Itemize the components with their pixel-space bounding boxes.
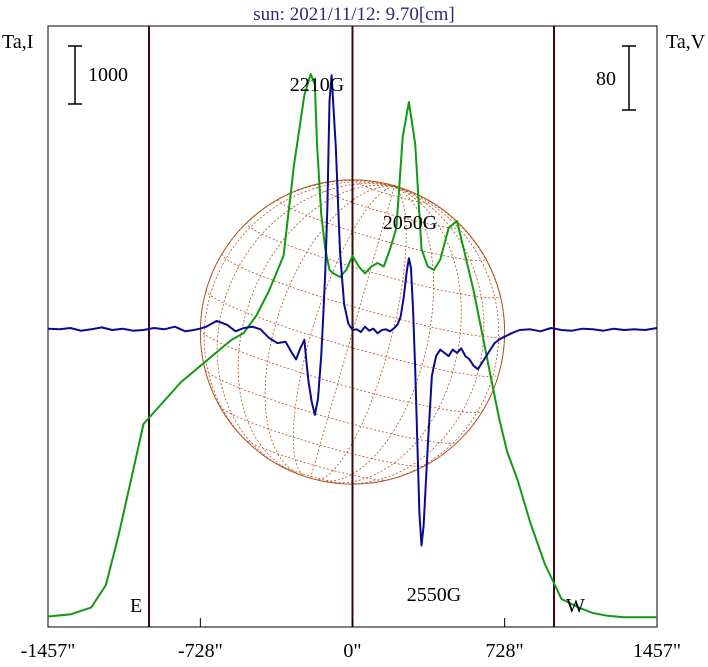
annotation-2050G: 2050G bbox=[383, 212, 437, 234]
x-tick-label: 0" bbox=[343, 640, 361, 662]
right-scale-bar-label: 80 bbox=[596, 68, 616, 90]
left-axis-label: Ta,I bbox=[2, 31, 33, 53]
disk-latitude-line bbox=[315, 183, 463, 229]
disk-longitude-line bbox=[314, 186, 407, 481]
disk-longitude-line bbox=[326, 186, 462, 484]
right-scale-bar: 80 bbox=[596, 45, 636, 111]
annotation-2210G: 2210G bbox=[290, 74, 344, 96]
chart-title: sun: 2021/11/12: 9.70[cm] bbox=[253, 4, 454, 25]
disk-latitude-line bbox=[204, 369, 458, 444]
left-scale-bar: 1000 bbox=[68, 45, 128, 105]
disk-longitude-line bbox=[337, 186, 485, 485]
left-scale-bar-label: 1000 bbox=[88, 64, 128, 86]
series-layer bbox=[47, 73, 658, 619]
disk-longitude-line bbox=[216, 183, 395, 469]
disk-latitude-line bbox=[200, 329, 483, 413]
series-line-polarization bbox=[47, 74, 658, 547]
annotation-2550G: 2550G bbox=[407, 584, 461, 606]
disk-longitude-line bbox=[310, 186, 395, 479]
disk-longitude-line bbox=[371, 186, 500, 484]
x-ticks: -1457" -728" 0" 728" 1457" bbox=[21, 618, 681, 662]
disk-longitude-line bbox=[237, 184, 395, 474]
limb-label-west: W bbox=[566, 595, 585, 617]
x-tick-label: 1457" bbox=[633, 640, 681, 662]
disk-latitude-line bbox=[246, 221, 501, 299]
series-line-intensity bbox=[47, 73, 657, 619]
disk-longitude-line bbox=[292, 186, 395, 478]
x-tick-label: -1457" bbox=[21, 640, 76, 662]
right-axis-label: Ta,V bbox=[666, 31, 706, 53]
vertical-reference-lines bbox=[148, 26, 555, 627]
x-tick-label: 728" bbox=[486, 640, 524, 662]
disk-latitude-line bbox=[219, 406, 426, 467]
x-tick-label: -728" bbox=[178, 640, 223, 662]
limb-label-east: E bbox=[130, 595, 142, 617]
